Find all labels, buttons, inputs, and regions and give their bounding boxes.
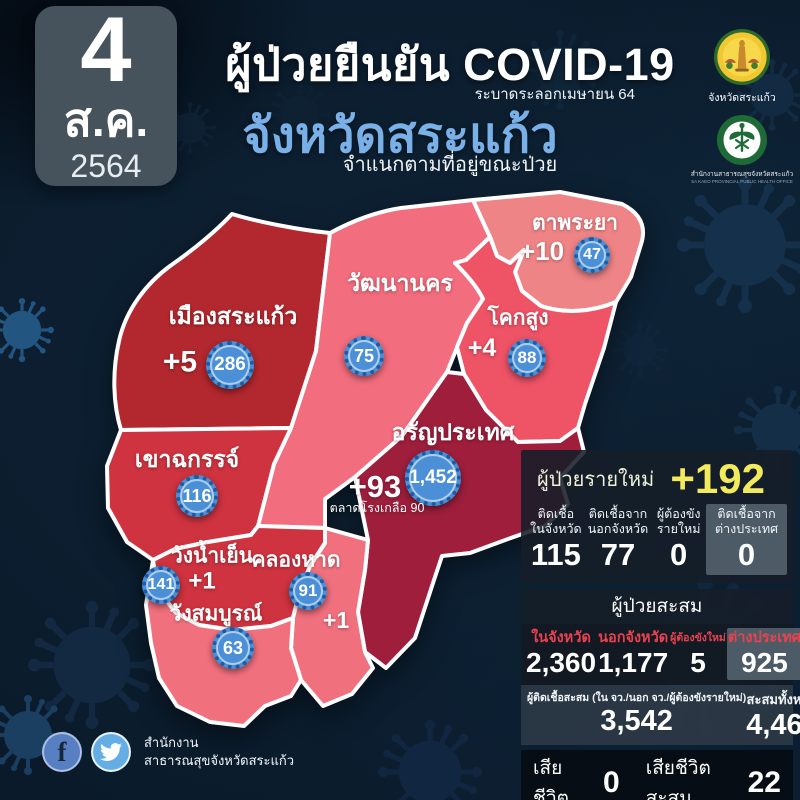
cumulative-table: ในจังหวัด 2,360 นอกจังหวัด 1,177 ผู้ต้อง… xyxy=(521,623,800,685)
col-label: ผู้ต้องขังใหม่ xyxy=(670,631,726,644)
col-label-line2: ในจังหวัด xyxy=(530,522,582,536)
col-label-line2: นอกจังหวัด xyxy=(587,522,649,536)
new-cases-col-abroad: ติดเชื้อจาก ต่างประเทศ 0 xyxy=(706,504,787,575)
public-health-office-caption-th: สำนักงานสาธารณสุขจังหวัดสระแก้ว xyxy=(690,171,794,178)
district-total-badge-khlong-hat: 91 xyxy=(289,572,327,610)
col-label-line1: ติดเชื้อจาก xyxy=(717,507,776,521)
col-label-line2: รายใหม่ xyxy=(656,522,701,536)
deaths-value: 0 xyxy=(603,766,620,800)
col-label: นอกจังหวัด xyxy=(598,629,669,646)
cumulative-col-in-province: ในจังหวัด 2,360 xyxy=(525,628,597,680)
new-cases-label: ผู้ป่วยรายใหม่ xyxy=(537,469,655,491)
twitter-bird-icon xyxy=(100,743,122,761)
date-box: 4 ส.ค. 2564 xyxy=(35,0,177,186)
col-label-line2: ต่างประเทศ xyxy=(715,522,779,536)
cumulative-deaths-label: เสียชีวิตสะสม xyxy=(645,758,711,800)
twitter-icon[interactable] xyxy=(91,732,131,772)
district-new-cases-mueang-sa-kaeo: +5 xyxy=(162,345,198,379)
col-label: ในจังหวัด xyxy=(531,629,591,646)
district-new-cases-wang-nam-yen: +1 xyxy=(188,567,216,595)
logo-column: จังหวัดสระแก้ว สำนักงานสาธารณสุขจังหวัดส… xyxy=(691,28,793,184)
page-title: ผู้ป่วยยืนยัน COVID-19 xyxy=(225,39,675,90)
public-health-office-caption-en: SA KAEO PROVINCIAL PUBLIC HEALTH OFFICE xyxy=(691,179,793,184)
col-value: 1,177 xyxy=(598,647,669,679)
page-subtitle: จำแนกตามที่อยู่ขณะป่วย xyxy=(342,154,558,176)
col-value: 2,360 xyxy=(526,647,597,679)
district-label-wang-sombun: วังสมบูรณ์ xyxy=(169,602,263,626)
org-name-line2: สาธารณสุขจังหวัดสระแก้ว xyxy=(144,753,295,768)
cumulative-grand-total-value: 4,467 xyxy=(746,709,800,741)
col-label: ต่างประเทศ xyxy=(727,629,800,646)
col-value: 0 xyxy=(737,537,756,572)
province-seal-caption: จังหวัดสระแก้ว xyxy=(708,92,776,104)
district-total-badge-wang-sombun: 63 xyxy=(212,627,254,669)
cumulative-summary-row: ผู้ติดเชื้อสะสม (ใน จว./นอก จว./ผู้ต้องข… xyxy=(521,685,800,746)
facebook-icon[interactable]: f xyxy=(42,732,82,772)
district-total-badge-khok-sung: 88 xyxy=(508,339,546,377)
district-total-badge-watthana-nakhon: 75 xyxy=(344,336,384,376)
province-seal-icon xyxy=(713,28,771,86)
col-label-line1: ติดเชื้อจาก xyxy=(588,507,648,521)
col-label-line1: ผู้ต้องขัง xyxy=(656,507,701,521)
cumulative-grand-total-block: สะสมทั้งหมด 4,467 xyxy=(746,689,800,740)
cumulative-col-new-prisoners: ผู้ต้องขังใหม่ 5 xyxy=(669,628,727,680)
col-value: 0 xyxy=(670,537,688,572)
new-cases-col-prisoners: ผู้ต้องขัง รายใหม่ 0 xyxy=(651,504,706,575)
new-cases-section: ผู้ป่วยรายใหม่ +192 ติดเชื้อ ในจังหวัด 1… xyxy=(521,450,793,583)
new-cases-value: +192 xyxy=(670,455,765,502)
district-note-rong-kluea-market: ตลาดโรงเกลือ 90 xyxy=(329,500,425,515)
district-label-ta-phraya: ตาพระยา xyxy=(532,211,618,235)
district-shape-mueang-sa-kaeo xyxy=(112,212,332,432)
district-shape-khok-sung xyxy=(453,235,618,444)
col-value: 5 xyxy=(690,647,706,679)
district-total-badge-mueang-sa-kaeo: 286 xyxy=(206,341,254,389)
cumulative-subtotal-label: ผู้ติดเชื้อสะสม (ใน จว./นอก จว./ผู้ต้องข… xyxy=(527,692,747,704)
district-new-cases-khok-sung: +4 xyxy=(467,333,497,362)
district-total-badge-aranyaprathet: 1,452 xyxy=(405,450,461,506)
col-label-line1: ติดเชื้อ xyxy=(537,507,575,521)
cumulative-col-outside-province: นอกจังหวัด 1,177 xyxy=(597,628,669,680)
col-value: 925 xyxy=(741,647,788,679)
col-value: 115 xyxy=(530,537,581,572)
cumulative-grand-total-label: สะสมทั้งหมด xyxy=(746,692,800,707)
district-label-aranyaprathet: อรัญประเทศ xyxy=(391,419,515,446)
outbreak-wave-label: ระบาดระลอกเมษายน 64 xyxy=(474,86,635,103)
cumulative-deaths-value: 22 xyxy=(747,766,781,800)
date-month: ส.ค. xyxy=(63,94,149,147)
district-label-watthana-nakhon: วัฒนานคร xyxy=(347,270,453,297)
public-health-office-logo-icon xyxy=(717,115,767,165)
district-new-cases-aranyaprathet: +93 xyxy=(348,468,402,504)
cumulative-col-abroad: ต่างประเทศ 925 xyxy=(726,627,800,680)
cumulative-section-header: ผู้ป่วยสะสม xyxy=(521,588,793,624)
district-label-mueang-sa-kaeo: เมืองสระแก้ว xyxy=(168,303,298,330)
district-new-cases-ta-phraya: +10 xyxy=(519,236,565,267)
cumulative-subtotal-block: ผู้ติดเชื้อสะสม (ใน จว./นอก จว./ผู้ต้องข… xyxy=(527,689,746,740)
district-label-wang-nam-yen: วังน้ำเย็น xyxy=(170,544,254,568)
date-year: 2564 xyxy=(70,147,142,184)
district-label-khlong-hat: คลองหาด xyxy=(251,548,341,572)
province-title: จังหวัดสระแก้ว xyxy=(242,109,558,163)
date-day: 4 xyxy=(80,0,132,101)
district-label-khao-chakan: เขาฉกรรจ์ xyxy=(134,446,240,473)
district-total-badge-khao-chakan: 116 xyxy=(176,475,218,517)
deaths-label: เสียชีวิต xyxy=(533,758,569,800)
col-value: 77 xyxy=(600,537,636,572)
district-total-badge-ta-phraya: 47 xyxy=(574,237,610,273)
deaths-row: เสียชีวิต 0 เสียชีวิตสะสม 22 xyxy=(521,750,793,800)
cumulative-subtotal-value: 3,542 xyxy=(600,705,673,737)
district-total-badge-wang-nam-yen: 141 xyxy=(142,566,180,604)
statistics-panel: ผู้ป่วยรายใหม่ +192 ติดเชื้อ ในจังหวัด 1… xyxy=(521,450,800,800)
org-name-line1: สำนักงาน xyxy=(144,734,199,750)
new-cases-col-in-province: ติดเชื้อ ในจังหวัด 115 xyxy=(527,504,585,575)
footer: f สำนักงาน สาธารณสุขจังหวัดสระแก้ว xyxy=(42,732,294,772)
district-new-cases-khlong-hat: +1 xyxy=(322,607,350,634)
new-cases-col-outside-province: ติดเชื้อจาก นอกจังหวัด 77 xyxy=(585,504,651,575)
district-label-khok-sung: โคกสูง xyxy=(487,306,549,330)
